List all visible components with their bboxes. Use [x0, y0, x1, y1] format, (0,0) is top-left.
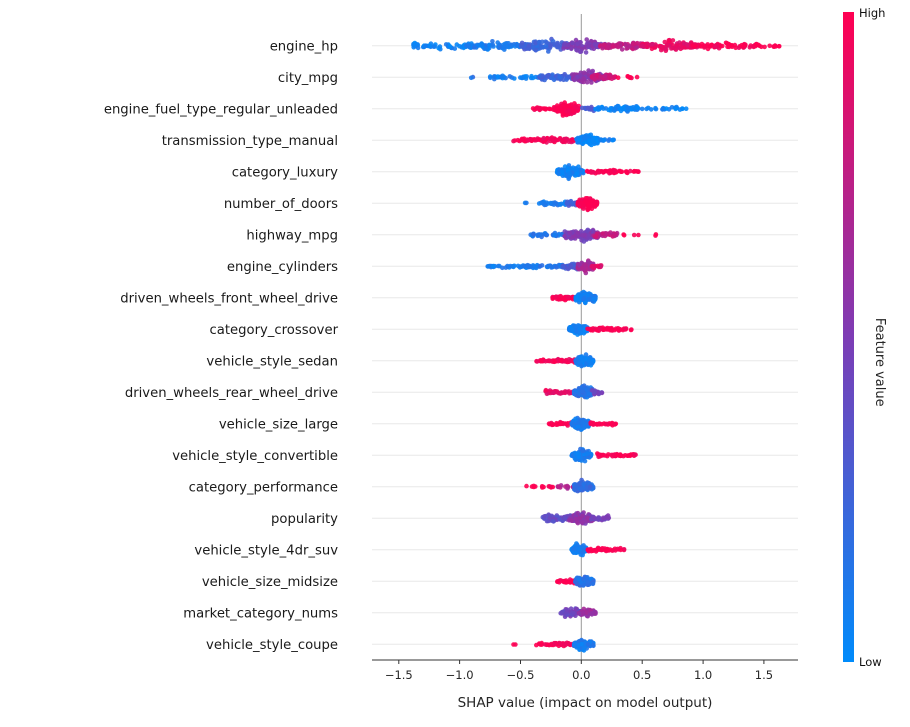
feature-label-city_mpg: city_mpg: [278, 71, 338, 86]
feature-label-driven_wheels_rear_wheel_drive: driven_wheels_rear_wheel_drive: [125, 386, 338, 401]
x-axis-title: SHAP value (impact on model output): [457, 695, 713, 711]
feature-label-vehicle_size_midsize: vehicle_size_midsize: [202, 575, 338, 590]
beeswarm-points-vehicle_size_large: [546, 415, 619, 433]
beeswarm-points-vehicle_size_midsize: [555, 574, 596, 588]
beeswarm-points-market_category_nums: [558, 606, 598, 619]
feature-label-vehicle_style_sedan: vehicle_style_sedan: [206, 354, 338, 369]
beeswarm-points-category_luxury: [554, 163, 641, 182]
feature-label-engine_cylinders: engine_cylinders: [227, 260, 338, 275]
feature-label-vehicle_style_4dr_suv: vehicle_style_4dr_suv: [194, 543, 338, 558]
feature-label-vehicle_size_large: vehicle_size_large: [219, 417, 338, 432]
beeswarm-points-engine_hp: [411, 36, 782, 55]
feature-label-vehicle_style_convertible: vehicle_style_convertible: [172, 449, 338, 464]
beeswarm-points-engine_fuel_type_regular_unleaded: [530, 100, 689, 118]
x-axis-tick-label: 0.5: [633, 668, 651, 682]
feature-label-category_luxury: category_luxury: [232, 165, 338, 180]
x-axis-tick-label: −1.0: [446, 668, 474, 682]
beeswarm-points-category_performance: [524, 477, 596, 494]
feature-label-engine_hp: engine_hp: [270, 39, 338, 54]
feature-label-category_crossover: category_crossover: [210, 323, 339, 338]
x-axis-tick-label: −1.5: [385, 668, 413, 682]
feature-label-number_of_doors: number_of_doors: [224, 197, 338, 212]
beeswarm-points-city_mpg: [468, 68, 640, 85]
colorbar: [843, 12, 854, 662]
beeswarm-points-engine_cylinders: [485, 258, 604, 276]
colorbar-high-label: High: [859, 6, 886, 20]
feature-label-category_performance: category_performance: [189, 480, 338, 495]
beeswarm-points-vehicle_style_sedan: [534, 352, 596, 369]
feature-label-transmission_type_manual: transmission_type_manual: [162, 134, 338, 149]
beeswarm-points-highway_mpg: [528, 227, 659, 244]
beeswarm-points-driven_wheels_rear_wheel_drive: [543, 383, 605, 400]
beeswarm-points-vehicle_style_coupe: [511, 637, 596, 653]
beeswarm-points-number_of_doors: [522, 196, 600, 213]
x-axis-tick-label: 0.0: [572, 668, 590, 682]
colorbar-title: Feature value: [872, 317, 887, 407]
colorbar-low-label: Low: [859, 655, 882, 669]
feature-label-vehicle_style_coupe: vehicle_style_coupe: [206, 638, 338, 653]
x-axis-tick-label: 1.5: [755, 668, 773, 682]
beeswarm-points-driven_wheels_front_wheel_drive: [550, 289, 598, 306]
x-axis-tick-label: 1.0: [694, 668, 712, 682]
beeswarm-points-vehicle_style_convertible: [569, 446, 638, 464]
beeswarm-points-transmission_type_manual: [511, 132, 616, 148]
feature-label-market_category_nums: market_category_nums: [183, 606, 338, 621]
x-axis-tick-label: −0.5: [507, 668, 535, 682]
feature-label-highway_mpg: highway_mpg: [246, 228, 338, 243]
beeswarm-points-popularity: [540, 510, 612, 526]
feature-label-engine_fuel_type_regular_unleaded: engine_fuel_type_regular_unleaded: [104, 102, 338, 117]
feature-label-popularity: popularity: [271, 512, 338, 527]
feature-label-driven_wheels_front_wheel_drive: driven_wheels_front_wheel_drive: [120, 291, 338, 306]
beeswarm-points-category_crossover: [566, 323, 634, 337]
beeswarm-points-vehicle_style_4dr_suv: [569, 541, 627, 558]
